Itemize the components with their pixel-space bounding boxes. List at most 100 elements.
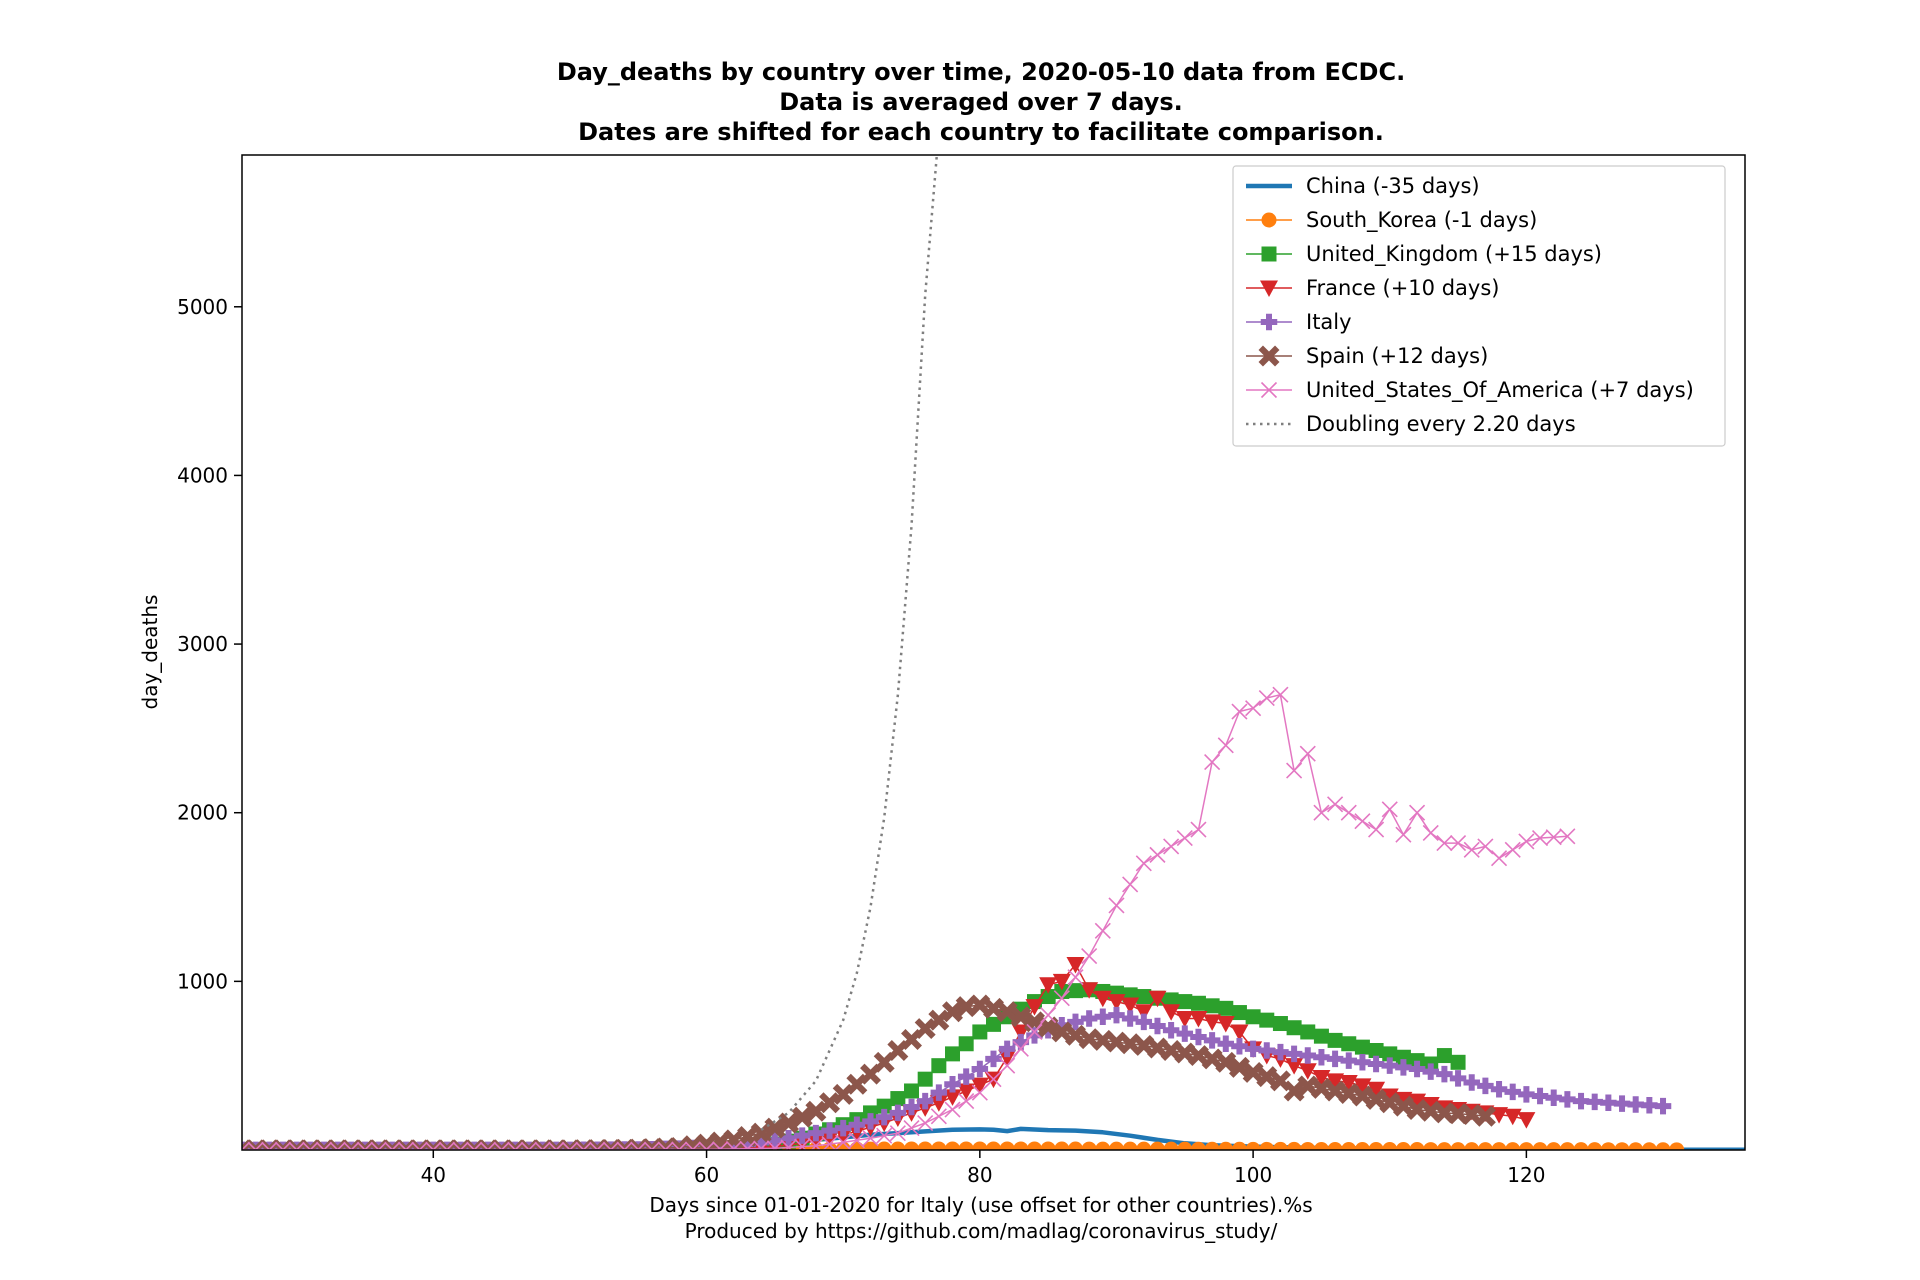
data-point bbox=[1340, 804, 1357, 821]
data-point bbox=[739, 1140, 756, 1150]
data-point bbox=[1135, 1013, 1153, 1031]
data-point bbox=[1148, 990, 1167, 1008]
legend-label: Italy bbox=[1306, 310, 1352, 334]
data-point bbox=[1163, 838, 1180, 855]
data-point bbox=[778, 1112, 800, 1134]
data-point bbox=[1093, 990, 1112, 1008]
y-axis: 1000 2000 3000 4000 5000 bbox=[177, 295, 242, 993]
data-point bbox=[986, 1016, 1001, 1032]
x-tick-label: 120 bbox=[1507, 1163, 1545, 1187]
data-point bbox=[1449, 1070, 1467, 1087]
data-point bbox=[1409, 1142, 1425, 1150]
data-point bbox=[821, 1122, 838, 1139]
data-point bbox=[903, 1120, 920, 1137]
data-point bbox=[1203, 1014, 1222, 1031]
data-point bbox=[1408, 1093, 1427, 1111]
data-point bbox=[1231, 1038, 1248, 1055]
data-point bbox=[750, 1122, 772, 1144]
data-point bbox=[1040, 1007, 1057, 1024]
data-point bbox=[1463, 841, 1480, 858]
data-point bbox=[1218, 1141, 1234, 1150]
data-point bbox=[1354, 1054, 1371, 1071]
data-point bbox=[1505, 1142, 1521, 1150]
data-point bbox=[1504, 841, 1521, 858]
data-point bbox=[957, 1068, 975, 1085]
legend-entry-france-10-days: France (+10 days) bbox=[1246, 276, 1499, 300]
data-point bbox=[1026, 1141, 1042, 1150]
data-point bbox=[1572, 1092, 1590, 1110]
data-point bbox=[1354, 1141, 1370, 1150]
data-point bbox=[1586, 1093, 1603, 1111]
data-point bbox=[1313, 1141, 1329, 1150]
data-point bbox=[1080, 982, 1099, 999]
data-point bbox=[1641, 1142, 1657, 1150]
data-point bbox=[1230, 1024, 1249, 1041]
data-point bbox=[890, 1141, 906, 1150]
data-point bbox=[1067, 969, 1084, 986]
data-point bbox=[985, 1071, 1002, 1088]
legend-marker bbox=[1260, 381, 1278, 399]
data-point bbox=[1517, 1112, 1536, 1129]
data-point bbox=[999, 1057, 1016, 1074]
data-point bbox=[1531, 1087, 1549, 1105]
data-point bbox=[1136, 1141, 1152, 1150]
data-point bbox=[1095, 1141, 1111, 1150]
data-point bbox=[889, 1104, 907, 1122]
data-point bbox=[793, 1127, 811, 1144]
x-axis-label-line-1: Days since 01-01-2020 for Italy (use off… bbox=[649, 1193, 1312, 1217]
legend-box bbox=[1232, 165, 1726, 447]
data-point bbox=[1368, 821, 1385, 838]
data-point bbox=[1256, 1066, 1278, 1088]
data-point bbox=[1436, 1142, 1452, 1150]
data-point bbox=[1546, 1142, 1562, 1150]
data-point bbox=[1218, 1000, 1234, 1016]
data-point bbox=[242, 1141, 251, 1150]
data-point bbox=[1052, 973, 1071, 991]
data-point bbox=[1108, 1141, 1124, 1150]
data-point bbox=[1395, 826, 1412, 843]
data-point bbox=[1464, 1142, 1480, 1150]
y-tick-label: 2000 bbox=[177, 801, 228, 825]
data-point bbox=[876, 1098, 892, 1114]
data-point bbox=[1559, 1142, 1575, 1150]
data-point bbox=[1067, 1141, 1083, 1150]
data-point bbox=[904, 1083, 920, 1099]
data-point bbox=[1216, 1016, 1235, 1033]
legend-marker bbox=[1258, 345, 1280, 367]
data-point bbox=[1559, 828, 1576, 845]
data-point bbox=[848, 1132, 865, 1149]
data-point bbox=[1228, 1056, 1250, 1078]
data-point bbox=[1053, 990, 1070, 1007]
data-point bbox=[996, 1001, 1018, 1023]
data-point bbox=[904, 1141, 920, 1150]
legend-entry-united-states-of-america-7-days: United_States_Of_America (+7 days) bbox=[1246, 378, 1694, 403]
data-point bbox=[1121, 997, 1140, 1014]
data-point bbox=[1176, 1025, 1194, 1042]
data-point bbox=[1039, 977, 1058, 994]
data-point bbox=[1504, 1083, 1521, 1101]
data-point bbox=[945, 1141, 961, 1150]
data-point bbox=[1423, 1142, 1439, 1150]
data-point bbox=[1422, 1063, 1439, 1080]
data-point bbox=[1628, 1142, 1644, 1150]
data-point bbox=[1190, 1028, 1207, 1046]
data-point bbox=[970, 1077, 989, 1095]
data-point bbox=[1545, 829, 1562, 846]
legend-marker bbox=[1261, 246, 1277, 262]
data-point bbox=[1204, 754, 1221, 771]
data-point bbox=[930, 1108, 947, 1125]
data-point bbox=[1121, 1010, 1139, 1027]
data-point bbox=[1259, 1141, 1275, 1150]
data-point bbox=[958, 1093, 975, 1110]
data-point bbox=[1409, 1053, 1425, 1069]
data-point bbox=[835, 1134, 852, 1150]
legend-label: South_Korea (-1 days) bbox=[1306, 208, 1537, 233]
data-point bbox=[1285, 1058, 1304, 1075]
data-point bbox=[1175, 1010, 1194, 1028]
data-point bbox=[1298, 1063, 1317, 1080]
legend-entry-china-35-days: China (-35 days) bbox=[1246, 174, 1480, 198]
data-point bbox=[1201, 1048, 1223, 1070]
data-point bbox=[819, 1092, 841, 1114]
data-point bbox=[1136, 989, 1152, 1005]
data-point bbox=[1490, 850, 1508, 867]
